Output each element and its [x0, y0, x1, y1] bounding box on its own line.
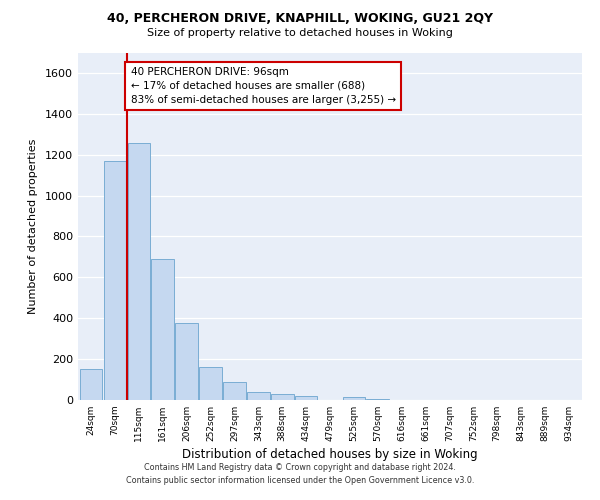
Text: 40 PERCHERON DRIVE: 96sqm
← 17% of detached houses are smaller (688)
83% of semi: 40 PERCHERON DRIVE: 96sqm ← 17% of detac…: [131, 67, 395, 105]
Bar: [104, 161, 127, 400]
Bar: [223, 382, 246, 400]
Bar: [271, 394, 293, 400]
Text: 40, PERCHERON DRIVE, KNAPHILL, WOKING, GU21 2QY: 40, PERCHERON DRIVE, KNAPHILL, WOKING, G…: [107, 12, 493, 26]
Bar: [151, 260, 174, 400]
Bar: [343, 397, 365, 400]
Bar: [128, 144, 150, 400]
Bar: [247, 392, 269, 400]
Bar: [295, 396, 317, 400]
Bar: [80, 370, 103, 400]
Text: Size of property relative to detached houses in Woking: Size of property relative to detached ho…: [147, 28, 453, 38]
Bar: [199, 367, 222, 400]
Text: Contains HM Land Registry data © Crown copyright and database right 2024.: Contains HM Land Registry data © Crown c…: [144, 462, 456, 471]
Bar: [367, 399, 389, 400]
Bar: [175, 324, 198, 400]
Y-axis label: Number of detached properties: Number of detached properties: [28, 138, 38, 314]
Text: Contains public sector information licensed under the Open Government Licence v3: Contains public sector information licen…: [126, 476, 474, 485]
X-axis label: Distribution of detached houses by size in Woking: Distribution of detached houses by size …: [182, 448, 478, 461]
